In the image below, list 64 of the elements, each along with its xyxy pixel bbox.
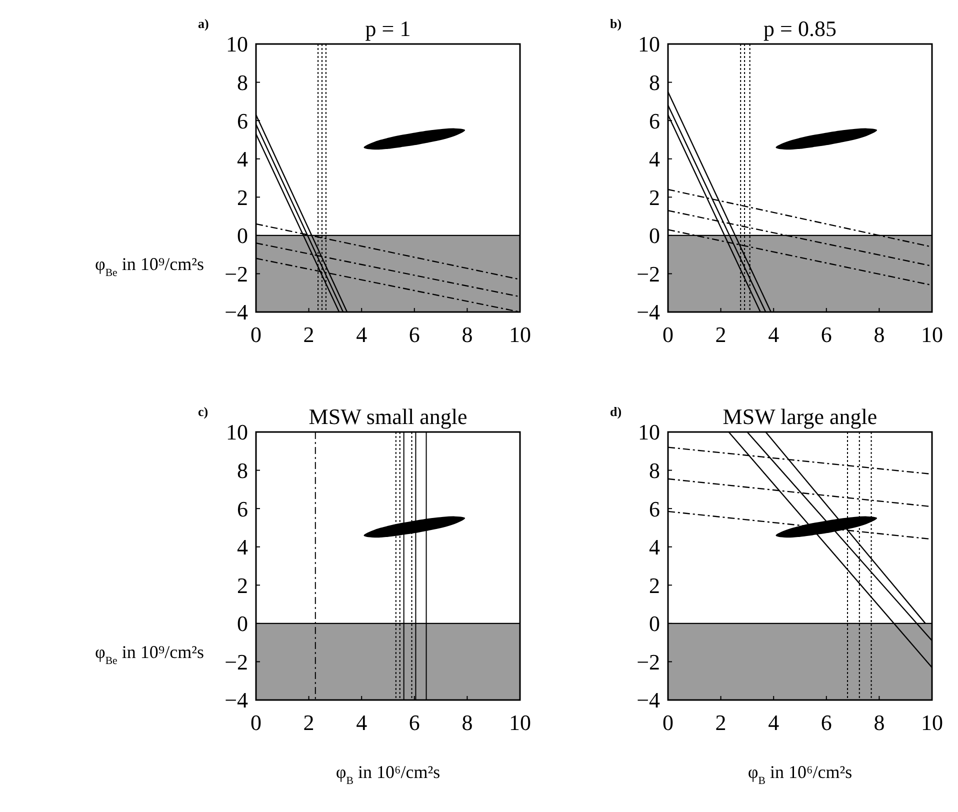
text: a): [198, 16, 209, 31]
y-tick-label: 10: [638, 420, 660, 445]
x-tick-label: 8: [462, 710, 473, 735]
y-tick-label: 0: [237, 611, 248, 636]
x-tick-label: 6: [820, 322, 832, 347]
y-axis-title: φ$_{Be}$ in 10⁹/cm²s: [94, 642, 204, 667]
text: b): [610, 16, 622, 31]
x-tick-label: 8: [462, 322, 473, 347]
chart-title: MSW small angle: [308, 404, 468, 429]
x-tick-label: 2: [303, 710, 314, 735]
x-tick-label: 2: [303, 322, 314, 347]
y-tick-label: 10: [226, 32, 248, 57]
text: d): [610, 404, 622, 419]
y-tick-label: 2: [237, 572, 248, 598]
x-tick-label: 2: [715, 710, 726, 735]
text: c): [198, 404, 208, 419]
chart-title: MSW large angle: [722, 404, 878, 429]
y-tick-label: −4: [224, 300, 248, 325]
x-axis-title: φ$_{B}$ in 10⁶/cm²s: [336, 762, 440, 787]
x-tick-label: 8: [874, 710, 885, 735]
y-tick-label: 6: [649, 496, 660, 522]
chart-title: p = 1: [365, 16, 411, 41]
x-tick-label: 10: [921, 710, 943, 735]
y-tick-label: 4: [649, 534, 660, 560]
y-tick-label: −2: [636, 649, 660, 674]
x-tick-label: 4: [768, 710, 780, 735]
y-tick-label: 4: [237, 534, 248, 560]
y-tick-label: −2: [224, 261, 248, 286]
y-tick-label: 6: [237, 108, 248, 134]
x-tick-label: 2: [715, 322, 726, 347]
x-tick-label: 10: [509, 322, 531, 347]
x-tick-label: 4: [768, 322, 780, 347]
chart-title: p = 0.85: [764, 16, 836, 41]
y-axis-title: φ$_{Be}$ in 10⁹/cm²s: [94, 254, 204, 279]
y-tick-label: 8: [649, 458, 660, 483]
y-tick-label: 2: [649, 572, 660, 598]
x-axis-title: φ$_{B}$ in 10⁶/cm²s: [748, 762, 852, 787]
y-tick-label: 0: [649, 611, 660, 636]
y-tick-label: 2: [237, 184, 248, 210]
y-tick-label: 8: [237, 458, 248, 483]
y-tick-label: −2: [224, 649, 248, 674]
y-tick-label: 4: [237, 146, 248, 172]
y-tick-label: −4: [636, 688, 660, 713]
x-tick-label: 6: [820, 710, 832, 735]
y-tick-label: 10: [226, 420, 248, 445]
y-tick-label: 2: [649, 184, 660, 210]
x-tick-label: 8: [874, 322, 885, 347]
y-tick-label: 8: [237, 70, 248, 95]
y-tick-label: −4: [636, 300, 660, 325]
x-tick-label: 4: [356, 322, 368, 347]
x-tick-label: 10: [509, 710, 531, 735]
x-tick-label: 4: [356, 710, 368, 735]
y-tick-label: 10: [638, 32, 660, 57]
y-tick-label: −2: [636, 261, 660, 286]
y-tick-label: 6: [237, 496, 248, 522]
x-tick-label: 10: [921, 322, 943, 347]
y-tick-label: 4: [649, 146, 660, 172]
y-tick-label: 0: [649, 223, 660, 248]
y-tick-label: −4: [224, 688, 248, 713]
x-tick-label: 6: [408, 322, 420, 347]
y-tick-label: 8: [649, 70, 660, 95]
y-tick-label: 6: [649, 108, 660, 134]
x-tick-label: 6: [408, 710, 420, 735]
y-tick-label: 0: [237, 223, 248, 248]
